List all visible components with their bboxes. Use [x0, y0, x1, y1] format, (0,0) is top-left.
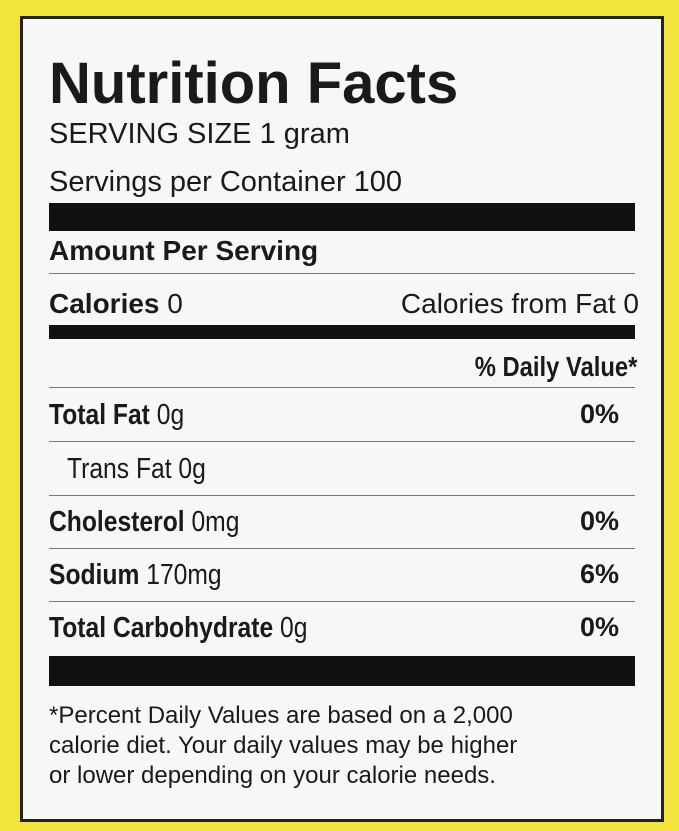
nutrient-text: Sodium 170mg: [49, 561, 222, 590]
serving-size-value: 1 gram: [259, 118, 350, 150]
nutrition-label: Nutrition Facts SERVING SIZE 1 gram Serv…: [20, 16, 664, 822]
nutrient-row: Total Fat 0g: [49, 401, 208, 430]
nutrient-percent: 0%: [579, 612, 619, 642]
rule: [49, 273, 635, 274]
rule: [49, 441, 635, 442]
serving-size: SERVING SIZE 1 gram: [49, 120, 350, 149]
nutrient-row: Trans Fat 0g: [67, 455, 230, 484]
calories-from-fat-label: Calories from Fat: [400, 288, 616, 319]
nutrient-name: Total Carbohydrate: [49, 612, 274, 644]
nutrient-name: Total Fat: [49, 399, 150, 431]
nutrient-amount: 0mg: [191, 506, 240, 538]
nutrient-amount: 170mg: [146, 559, 222, 591]
footnote-line: calorie diet. Your daily values may be h…: [49, 732, 518, 759]
rule: [49, 548, 635, 549]
servings: Servings per Container 100: [49, 168, 402, 197]
nutrient-row: Cholesterol 0mg: [49, 508, 273, 537]
title: Nutrition Facts: [49, 51, 459, 116]
calories: Calories 0: [49, 290, 183, 318]
medium-bar: [49, 325, 635, 339]
nutrient-amount: 0g: [178, 453, 206, 485]
nutrient-name: Cholesterol: [49, 506, 185, 538]
calories-label: Calories: [49, 288, 160, 319]
nutrient-name: Sodium: [49, 559, 140, 591]
footnote-line: *Percent Daily Values are based on a 2,0…: [49, 702, 513, 729]
servings-label: Servings per Container: [49, 166, 346, 198]
calories-from-fat: Calories from Fat 0: [401, 290, 639, 318]
rule: [49, 601, 635, 602]
nutrient-text: Trans Fat 0g: [67, 455, 206, 484]
nutrient-text: Total Carbohydrate 0g: [49, 614, 307, 643]
calories-from-fat-value: 0: [623, 288, 639, 319]
rule: [49, 387, 635, 388]
rule: [49, 495, 635, 496]
daily-value-text: % Daily Value*: [474, 351, 637, 382]
daily-value-header: % Daily Value*: [446, 353, 637, 381]
nutrient-row: Total Carbohydrate 0g: [49, 614, 353, 643]
servings-value: 100: [353, 166, 403, 198]
amount-per-serving: Amount Per Serving: [49, 235, 319, 266]
nutrient-amount: 0g: [280, 612, 308, 644]
nutrient-percent: 0%: [579, 506, 619, 536]
nutrient-percent: 6%: [579, 559, 619, 589]
nutrient-text: Cholesterol 0mg: [49, 508, 239, 537]
nutrient-row: Sodium 170mg: [49, 561, 252, 590]
thick-bar: [49, 656, 635, 686]
nutrient-percent: 0%: [579, 399, 619, 429]
serving-size-label: SERVING SIZE: [49, 118, 252, 150]
footnote-line: or lower depending on your calorie needs…: [49, 762, 496, 789]
nutrient-amount: 0g: [156, 399, 185, 431]
thick-bar: [49, 203, 635, 231]
calories-value: 0: [167, 288, 183, 319]
nutrient-text: Total Fat 0g: [49, 401, 184, 430]
nutrient-name: Trans Fat: [67, 453, 172, 485]
